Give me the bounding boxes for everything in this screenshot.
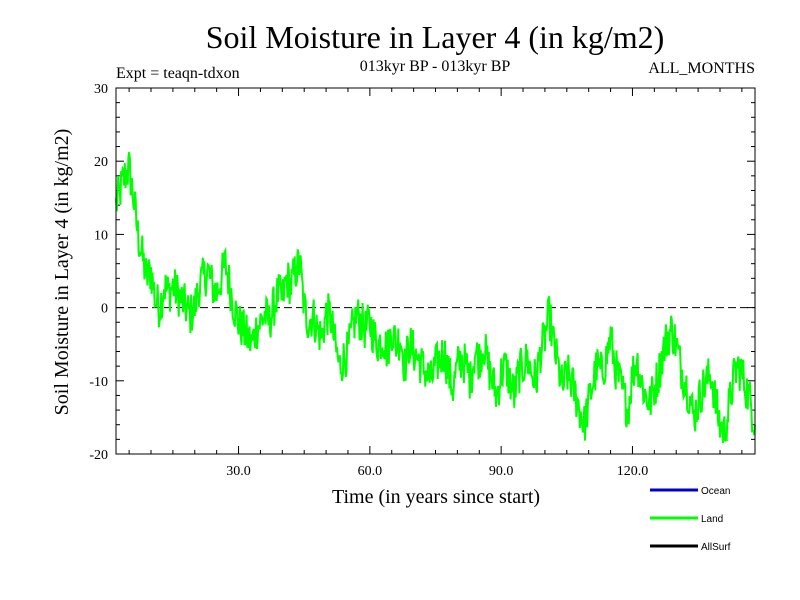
x-tick-label: 60.0 xyxy=(358,464,383,479)
y-tick-label: 10 xyxy=(94,228,108,243)
y-axis-ticks: -20 -10 0 10 20 30 xyxy=(89,82,755,463)
period-label: ALL_MONTHS xyxy=(648,60,755,77)
y-axis-label: Soil Moisture in Layer 4 (in kg/m2) xyxy=(51,129,73,416)
series-line-land xyxy=(115,152,756,444)
y-tick-label: 0 xyxy=(101,302,108,317)
y-tick-label: 20 xyxy=(94,155,108,170)
legend-label-ocean: Ocean xyxy=(701,486,730,497)
legend-label-allsurf: AllSurf xyxy=(701,542,731,553)
chart-title: Soil Moisture in Layer 4 (in kg/m2) xyxy=(206,19,665,55)
chart-subtitle: 013kyr BP - 013kyr BP xyxy=(360,58,511,75)
legend: Ocean Land AllSurf xyxy=(650,486,731,553)
x-axis-ticks: 30.0 60.0 90.0 120.0 xyxy=(128,88,743,479)
x-axis-label: Time (in years since start) xyxy=(332,486,540,508)
x-tick-label: 90.0 xyxy=(489,464,514,479)
y-tick-label: -20 xyxy=(89,448,108,463)
x-tick-label: 30.0 xyxy=(226,464,251,479)
experiment-label: Expt = teaqn-tdxon xyxy=(116,65,240,82)
x-tick-label: 120.0 xyxy=(617,464,649,479)
y-tick-label: 30 xyxy=(94,82,108,97)
plot-frame xyxy=(115,87,756,455)
y-tick-label: -10 xyxy=(89,375,108,390)
legend-label-land: Land xyxy=(701,514,723,525)
